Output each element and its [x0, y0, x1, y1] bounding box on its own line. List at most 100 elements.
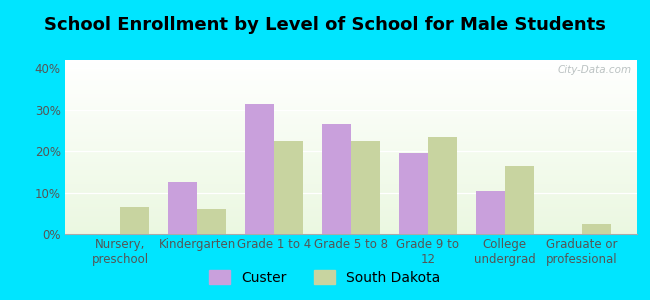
Bar: [65, 88, 637, 89]
Bar: [65, 202, 637, 203]
Bar: [65, 151, 637, 152]
Bar: [65, 109, 637, 110]
Bar: [65, 224, 637, 225]
Bar: [65, 157, 637, 158]
Bar: [65, 153, 637, 154]
Bar: [65, 181, 637, 182]
Bar: [428, 136, 457, 234]
Bar: [65, 95, 637, 96]
Bar: [505, 166, 534, 234]
Text: City-Data.com: City-Data.com: [557, 65, 631, 75]
Bar: [582, 224, 611, 234]
Bar: [65, 137, 637, 138]
Bar: [65, 74, 637, 75]
Bar: [65, 209, 637, 210]
Bar: [65, 213, 637, 214]
Bar: [65, 97, 637, 98]
Bar: [65, 145, 637, 146]
Bar: [65, 84, 637, 85]
Bar: [65, 87, 637, 88]
Bar: [65, 115, 637, 116]
Bar: [197, 209, 226, 234]
Bar: [65, 64, 637, 65]
Bar: [65, 195, 637, 196]
Bar: [65, 169, 637, 170]
Bar: [65, 133, 637, 134]
Bar: [65, 191, 637, 192]
Bar: [65, 144, 637, 145]
Bar: [65, 230, 637, 231]
Bar: [65, 212, 637, 213]
Bar: [65, 175, 637, 176]
Bar: [65, 185, 637, 186]
Bar: [65, 148, 637, 149]
Bar: [65, 117, 637, 118]
Bar: [476, 190, 505, 234]
Bar: [65, 161, 637, 162]
Bar: [65, 120, 637, 121]
Bar: [65, 174, 637, 175]
Bar: [65, 105, 637, 106]
Bar: [65, 121, 637, 122]
Bar: [65, 131, 637, 132]
Bar: [65, 228, 637, 229]
Bar: [65, 154, 637, 155]
Bar: [322, 124, 351, 234]
Bar: [65, 205, 637, 206]
Bar: [65, 204, 637, 205]
Bar: [65, 94, 637, 95]
Bar: [65, 233, 637, 234]
Bar: [65, 78, 637, 79]
Legend: Custer, South Dakota: Custer, South Dakota: [204, 264, 446, 290]
Bar: [65, 81, 637, 82]
Bar: [65, 77, 637, 78]
Bar: [65, 146, 637, 147]
Bar: [65, 179, 637, 180]
Bar: [65, 164, 637, 165]
Bar: [65, 180, 637, 181]
Bar: [65, 158, 637, 159]
Bar: [65, 106, 637, 107]
Bar: [65, 130, 637, 131]
Bar: [65, 67, 637, 68]
Bar: [65, 215, 637, 216]
Bar: [65, 186, 637, 187]
Bar: [65, 227, 637, 228]
Bar: [65, 169, 637, 170]
Bar: [65, 86, 637, 87]
Bar: [351, 141, 380, 234]
Bar: [65, 60, 637, 61]
Text: School Enrollment by Level of School for Male Students: School Enrollment by Level of School for…: [44, 16, 606, 34]
Bar: [65, 149, 637, 150]
Bar: [65, 132, 637, 133]
Bar: [65, 72, 637, 73]
Bar: [65, 119, 637, 120]
Bar: [65, 98, 637, 99]
Bar: [65, 217, 637, 218]
Bar: [65, 134, 637, 135]
Bar: [65, 79, 637, 80]
Bar: [65, 122, 637, 123]
Bar: [65, 141, 637, 142]
Bar: [274, 141, 304, 234]
Bar: [65, 156, 637, 157]
Bar: [65, 152, 637, 153]
Bar: [65, 61, 637, 62]
Bar: [65, 96, 637, 97]
Bar: [65, 71, 637, 72]
Bar: [65, 184, 637, 185]
Bar: [65, 90, 637, 91]
Bar: [65, 225, 637, 226]
Bar: [65, 173, 637, 174]
Bar: [398, 153, 428, 234]
Bar: [65, 196, 637, 197]
Bar: [65, 201, 637, 202]
Bar: [65, 143, 637, 144]
Bar: [65, 123, 637, 124]
Bar: [65, 68, 637, 69]
Bar: [65, 210, 637, 211]
Bar: [65, 147, 637, 148]
Bar: [65, 139, 637, 140]
Bar: [65, 188, 637, 189]
Bar: [65, 203, 637, 204]
